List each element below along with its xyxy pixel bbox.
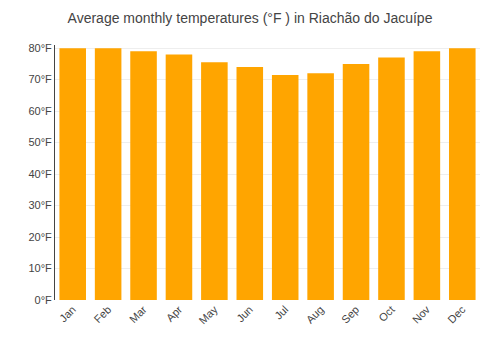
svg-text:Apr: Apr: [164, 303, 185, 324]
svg-text:Aug: Aug: [304, 303, 326, 325]
svg-text:Jul: Jul: [272, 303, 290, 321]
svg-text:10°F: 10°F: [28, 262, 52, 274]
svg-text:Average monthly temperatures (: Average monthly temperatures (°F ) in Ri…: [68, 10, 433, 26]
svg-text:Sep: Sep: [339, 303, 361, 325]
svg-text:Jun: Jun: [234, 303, 255, 324]
svg-text:Oct: Oct: [376, 303, 397, 324]
svg-text:70°F: 70°F: [28, 73, 52, 85]
svg-text:30°F: 30°F: [28, 199, 52, 211]
svg-text:May: May: [197, 303, 221, 327]
svg-text:Dec: Dec: [445, 303, 468, 326]
svg-text:80°F: 80°F: [28, 42, 52, 54]
svg-text:Mar: Mar: [127, 303, 149, 325]
svg-text:Jan: Jan: [57, 303, 78, 324]
svg-text:0°F: 0°F: [35, 294, 53, 306]
svg-text:40°F: 40°F: [28, 168, 52, 180]
svg-text:60°F: 60°F: [28, 105, 52, 117]
svg-text:Feb: Feb: [92, 303, 114, 325]
svg-text:50°F: 50°F: [28, 136, 52, 148]
svg-text:Nov: Nov: [410, 303, 433, 326]
svg-text:20°F: 20°F: [28, 231, 52, 243]
